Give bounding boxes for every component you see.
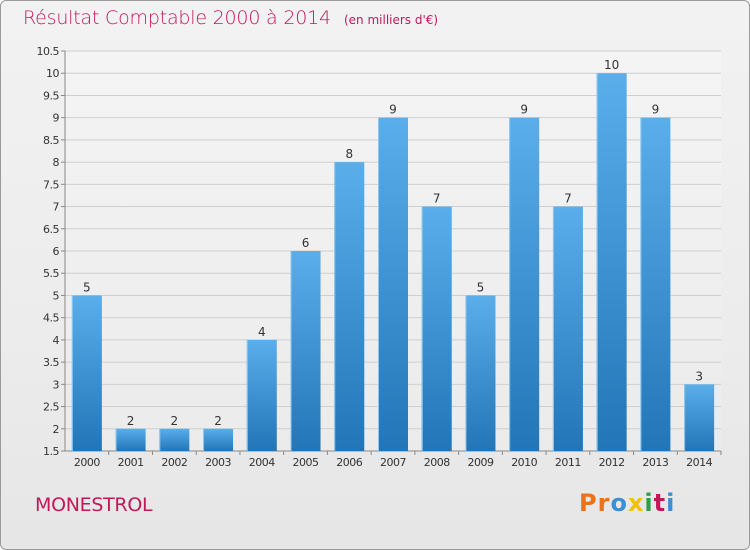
y-tick-label: 7 xyxy=(53,201,60,214)
bar-2008 xyxy=(421,206,452,451)
bar-2003 xyxy=(203,428,234,451)
data-label: 9 xyxy=(389,103,397,117)
chart-title-main: Résultat Comptable 2000 à 2014 xyxy=(23,7,331,29)
x-tick-label: 2007 xyxy=(380,456,406,469)
x-tick-label: 2012 xyxy=(599,456,625,469)
chart-title-unit: (en milliers d'€) xyxy=(343,13,439,27)
data-label: 9 xyxy=(520,103,528,117)
bar-2007 xyxy=(378,117,408,452)
x-tick-label: 2001 xyxy=(118,456,144,469)
y-tick-label: 1.5 xyxy=(43,445,59,458)
y-tick-label: 9 xyxy=(53,112,60,125)
y-tick-label: 10.5 xyxy=(37,45,60,58)
x-tick-label: 2003 xyxy=(205,456,231,469)
x-tick-label: 2005 xyxy=(293,456,319,469)
bar-2014 xyxy=(684,384,715,451)
plot-area: 1.5 2 2.5 3 3.5 4 4.5 5 5.5 6 6.5 7 7.5 8 8.5 9 9.5 10 10.… xyxy=(37,45,722,469)
bar-2009 xyxy=(465,295,496,451)
data-label: 6 xyxy=(302,236,310,250)
data-label: 3 xyxy=(695,369,703,383)
bar-2004 xyxy=(246,339,277,451)
data-label: 5 xyxy=(477,280,485,294)
x-tick-label: 2000 xyxy=(74,456,100,469)
y-tick-label: 10 xyxy=(46,67,59,80)
bar-2011 xyxy=(552,206,583,451)
data-label: 2 xyxy=(171,414,179,428)
brand-letter: i xyxy=(666,489,676,517)
brand-letter: o xyxy=(610,489,628,517)
y-tick-label: 2.5 xyxy=(43,401,59,414)
x-tick-label: 2009 xyxy=(467,456,493,469)
data-label: 2 xyxy=(127,414,135,428)
y-tick-label: 3 xyxy=(53,378,60,391)
y-tick-label: 5 xyxy=(53,289,60,302)
bar-2010 xyxy=(509,117,540,452)
x-tick-label: 2013 xyxy=(642,456,668,469)
y-tick-label: 6.5 xyxy=(43,223,59,236)
x-tick-label: 2002 xyxy=(161,456,187,469)
brand-letter: t xyxy=(653,489,667,517)
bar-2013 xyxy=(640,117,671,452)
y-tick-label: 3.5 xyxy=(43,356,59,369)
y-tick-label: 6 xyxy=(53,245,60,258)
data-label: 10 xyxy=(604,58,619,72)
y-tick-label: 8.5 xyxy=(43,134,59,147)
brand-letter: P xyxy=(579,489,598,517)
data-label: 8 xyxy=(345,147,353,161)
data-label: 2 xyxy=(214,414,222,428)
data-label: 9 xyxy=(652,103,660,117)
bar-2000 xyxy=(71,295,102,451)
bar-2001 xyxy=(115,428,146,451)
y-tick-label: 2 xyxy=(53,423,60,436)
x-tick-label: 2010 xyxy=(511,456,537,469)
brand-letter: r xyxy=(597,489,611,517)
data-label: 7 xyxy=(433,192,441,206)
data-label: 4 xyxy=(258,325,266,339)
commune-name: MONESTROL xyxy=(35,494,153,516)
x-tick-label: 2006 xyxy=(336,456,362,469)
y-tick-label: 9.5 xyxy=(43,89,59,102)
y-tick-label: 8 xyxy=(53,156,60,169)
x-tick-label: 2011 xyxy=(555,456,581,469)
data-label: 5 xyxy=(83,280,91,294)
chart-title: Résultat Comptable 2000 à 2014 (en milli… xyxy=(23,7,438,29)
x-tick-label: 2008 xyxy=(424,456,450,469)
data-label: 7 xyxy=(564,192,572,206)
x-tick-label: 2014 xyxy=(686,456,712,469)
bar-2006 xyxy=(334,162,365,451)
bar-2005 xyxy=(290,251,321,451)
x-tick-label: 2004 xyxy=(249,456,275,469)
bar-2012 xyxy=(596,73,627,451)
y-tick-label: 5.5 xyxy=(43,267,59,280)
bar-2002 xyxy=(159,428,190,451)
y-tick-label: 4 xyxy=(53,334,60,347)
y-tick-label: 7.5 xyxy=(43,178,59,191)
brand-logo: Proxiti xyxy=(579,489,675,517)
y-tick-label: 4.5 xyxy=(43,312,59,325)
brand-letter: i xyxy=(644,489,654,517)
brand-letter: x xyxy=(627,489,645,517)
